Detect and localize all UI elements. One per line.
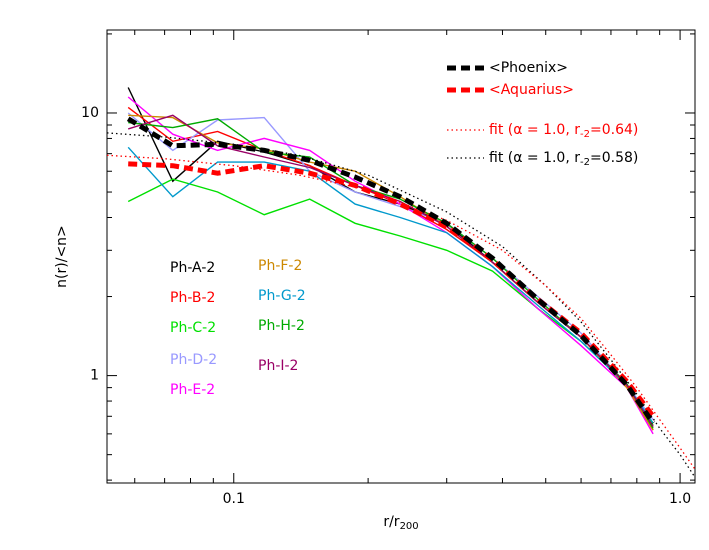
legend-label-part: -2 bbox=[580, 129, 590, 140]
y-tick-label: 10 bbox=[81, 105, 99, 121]
series-line bbox=[126, 116, 656, 425]
legend-label: Ph-G-2 bbox=[258, 288, 306, 304]
series-line bbox=[106, 132, 696, 478]
legend-label: Ph-H-2 bbox=[258, 318, 305, 334]
legend-label-part: =0.58) bbox=[590, 150, 638, 166]
series-line bbox=[127, 96, 654, 435]
y-axis-label: n(r)/<n> bbox=[54, 225, 70, 288]
y-tick-label: 1 bbox=[90, 368, 99, 384]
series-line bbox=[128, 161, 656, 418]
x-axis-label-part: r/r bbox=[383, 514, 399, 530]
legend-label: Ph-D-2 bbox=[170, 352, 217, 368]
x-axis-label-part: 200 bbox=[400, 521, 419, 532]
legend-label: Ph-C-2 bbox=[170, 320, 216, 336]
legend-label: <Aquarius> bbox=[489, 82, 574, 98]
legend-label-part: =0.64) bbox=[590, 122, 638, 138]
x-tick-label: 0.1 bbox=[223, 491, 245, 507]
series-line bbox=[127, 146, 654, 424]
legend-label: fit (α = 1.0, r-2=0.58) bbox=[489, 150, 638, 168]
legend-label: Ph-A-2 bbox=[170, 260, 215, 276]
legend-label: Ph-F-2 bbox=[258, 258, 302, 274]
legend-label: Ph-E-2 bbox=[170, 382, 215, 398]
x-axis-label: r/r200 bbox=[383, 514, 418, 532]
legend-label: fit (α = 1.0, r-2=0.64) bbox=[489, 122, 638, 140]
legend-label: Ph-I-2 bbox=[258, 358, 298, 374]
x-tick-label: 1.0 bbox=[669, 491, 691, 507]
legend-label: <Phoenix> bbox=[489, 60, 568, 76]
plot-frame bbox=[106, 29, 696, 484]
legend-label-part: fit (α = 1.0, r bbox=[489, 150, 580, 166]
legend-label: Ph-B-2 bbox=[170, 290, 215, 306]
legend-label-part: -2 bbox=[580, 157, 590, 168]
legend-label-part: fit (α = 1.0, r bbox=[489, 122, 580, 138]
